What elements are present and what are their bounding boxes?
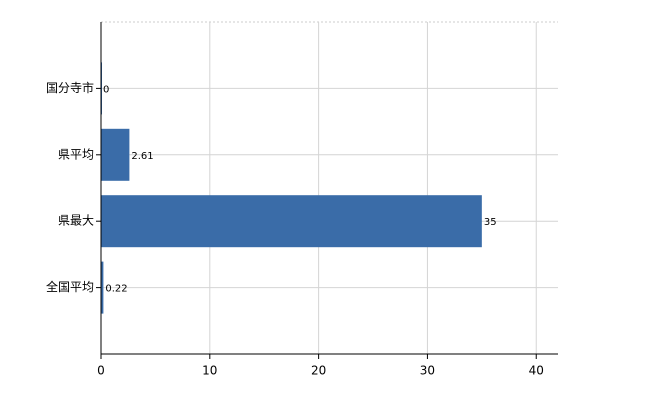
bar xyxy=(101,128,130,181)
y-tick-label: 全国平均 xyxy=(46,279,94,294)
bar xyxy=(101,195,482,248)
y-tick-label: 国分寺市 xyxy=(46,80,94,95)
value-label: 0 xyxy=(103,84,109,95)
y-tick-label: 県最大 xyxy=(58,214,94,228)
y-tick-label: 県平均 xyxy=(58,147,94,161)
bar xyxy=(101,261,104,314)
x-tick-label: 20 xyxy=(311,364,326,378)
value-label: 35 xyxy=(484,217,497,228)
x-tick-label: 0 xyxy=(97,364,105,378)
x-tick-label: 40 xyxy=(529,364,544,378)
x-tick-label: 30 xyxy=(420,364,435,378)
x-tick-label: 10 xyxy=(202,364,217,378)
value-label: 0.22 xyxy=(105,284,127,295)
value-label: 2.61 xyxy=(131,151,153,162)
